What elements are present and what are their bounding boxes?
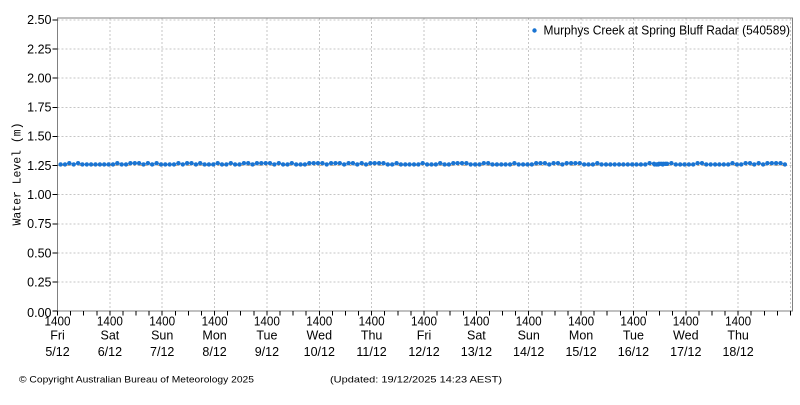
svg-text:0.75: 0.75 <box>27 217 51 231</box>
svg-text:1400: 1400 <box>725 314 751 328</box>
svg-text:1400: 1400 <box>149 314 175 328</box>
svg-text:Mon: Mon <box>202 329 226 343</box>
svg-text:1400: 1400 <box>620 314 646 328</box>
svg-text:(Updated: 19/12/2025 14:23 AES: (Updated: 19/12/2025 14:23 AEST) <box>330 375 502 386</box>
svg-text:Tue: Tue <box>256 329 277 343</box>
svg-text:Water Level (m): Water Level (m) <box>12 123 25 226</box>
svg-text:1400: 1400 <box>463 314 489 328</box>
svg-text:1400: 1400 <box>202 314 228 328</box>
svg-text:Sat: Sat <box>101 329 120 343</box>
svg-text:5/12: 5/12 <box>45 345 69 359</box>
svg-text:1400: 1400 <box>45 314 71 328</box>
svg-text:Mon: Mon <box>569 329 593 343</box>
svg-text:Thu: Thu <box>361 329 383 343</box>
svg-text:10/12: 10/12 <box>304 345 335 359</box>
svg-text:6/12: 6/12 <box>98 345 122 359</box>
svg-text:1400: 1400 <box>254 314 280 328</box>
svg-text:Murphys Creek at Spring Bluff: Murphys Creek at Spring Bluff Radar (540… <box>544 23 791 37</box>
svg-text:Wed: Wed <box>307 329 333 343</box>
svg-text:1.25: 1.25 <box>27 159 51 173</box>
svg-text:1.00: 1.00 <box>27 188 51 202</box>
svg-text:© Copyright Australian Bureau: © Copyright Australian Bureau of Meteoro… <box>19 375 254 386</box>
svg-text:14/12: 14/12 <box>513 345 544 359</box>
svg-text:1400: 1400 <box>359 314 385 328</box>
svg-text:1400: 1400 <box>97 314 123 328</box>
svg-text:9/12: 9/12 <box>255 345 279 359</box>
svg-text:Wed: Wed <box>673 329 699 343</box>
svg-text:0.25: 0.25 <box>27 276 51 290</box>
svg-text:0.50: 0.50 <box>27 246 51 260</box>
svg-text:1400: 1400 <box>516 314 542 328</box>
svg-text:Fri: Fri <box>50 329 65 343</box>
svg-text:2.50: 2.50 <box>27 13 51 27</box>
svg-text:1400: 1400 <box>568 314 594 328</box>
svg-text:8/12: 8/12 <box>202 345 226 359</box>
svg-text:18/12: 18/12 <box>722 345 753 359</box>
svg-text:Sun: Sun <box>518 329 540 343</box>
svg-text:Sat: Sat <box>467 329 486 343</box>
svg-text:17/12: 17/12 <box>670 345 701 359</box>
svg-text:15/12: 15/12 <box>565 345 596 359</box>
svg-text:1400: 1400 <box>306 314 332 328</box>
svg-text:1.50: 1.50 <box>27 130 51 144</box>
svg-text:2.00: 2.00 <box>27 71 51 85</box>
svg-text:13/12: 13/12 <box>461 345 492 359</box>
svg-text:1.75: 1.75 <box>27 101 51 115</box>
svg-text:16/12: 16/12 <box>618 345 649 359</box>
svg-text:7/12: 7/12 <box>150 345 174 359</box>
svg-text:Fri: Fri <box>417 329 432 343</box>
svg-text:Thu: Thu <box>727 329 749 343</box>
svg-text:2.25: 2.25 <box>27 42 51 56</box>
svg-text:1400: 1400 <box>673 314 699 328</box>
svg-text:1400: 1400 <box>411 314 437 328</box>
svg-text:11/12: 11/12 <box>356 345 386 359</box>
svg-text:Tue: Tue <box>623 329 644 343</box>
svg-text:Sun: Sun <box>151 329 173 343</box>
svg-text:0.00: 0.00 <box>27 306 51 320</box>
svg-text:12/12: 12/12 <box>408 345 439 359</box>
